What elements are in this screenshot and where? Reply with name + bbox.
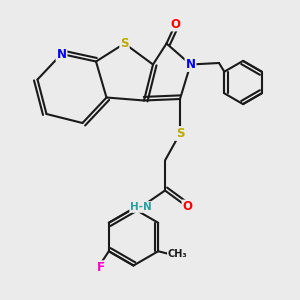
- Text: O: O: [170, 17, 181, 31]
- Text: F: F: [97, 261, 105, 274]
- Text: N: N: [185, 58, 196, 71]
- Text: S: S: [120, 37, 129, 50]
- Text: N: N: [56, 47, 67, 61]
- Text: CH₃: CH₃: [168, 249, 188, 259]
- Text: O: O: [182, 200, 193, 214]
- Text: S: S: [176, 127, 184, 140]
- Text: H-N: H-N: [130, 202, 152, 212]
